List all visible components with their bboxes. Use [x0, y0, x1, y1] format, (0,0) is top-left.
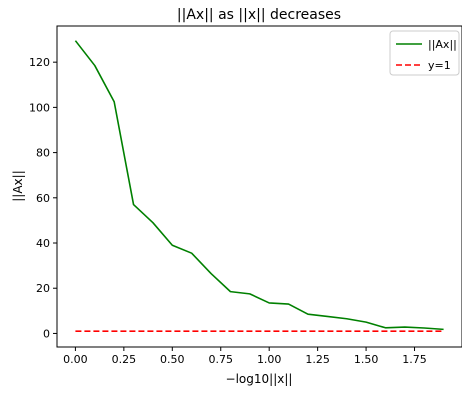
x-tick-label: 0.25 — [112, 353, 137, 366]
x-axis: 0.00 0.25 0.50 0.75 1.00 1.25 1.50 1.75 — [63, 347, 427, 366]
y-tick-label: 20 — [36, 282, 50, 295]
x-tick-label: 0.50 — [160, 353, 185, 366]
legend-items: ||Ax|| y=1 — [396, 38, 457, 72]
y-axis: 0 20 40 60 80 100 120 — [29, 56, 57, 340]
chart-title: ||Ax|| as ||x|| decreases — [177, 7, 341, 23]
y-tick-label: 0 — [43, 327, 50, 340]
y-tick-label: 120 — [29, 56, 50, 69]
y-axis-label: ||Ax|| — [11, 170, 25, 201]
plot-frame — [56, 25, 462, 348]
legend-label: ||Ax|| — [428, 38, 457, 51]
x-tick-label: 0.75 — [208, 353, 233, 366]
series-layer — [74, 40, 444, 332]
legend-box — [389, 30, 460, 76]
y-tick-label: 40 — [36, 237, 50, 250]
x-tick-label: 1.00 — [257, 353, 282, 366]
y-tick-label: 60 — [36, 192, 50, 205]
legend-label: y=1 — [428, 59, 451, 72]
legend: ||Ax|| y=1 — [389, 30, 460, 76]
x-tick-label: 1.75 — [402, 353, 427, 366]
x-tick-label: 1.25 — [305, 353, 330, 366]
x-tick-label: 0.00 — [63, 353, 88, 366]
y-tick-label: 100 — [29, 101, 50, 114]
y-tick-label: 80 — [36, 147, 50, 160]
x-tick-label: 1.50 — [354, 353, 379, 366]
series-line-0 — [74, 40, 444, 331]
x-axis-label: −log10||x|| — [226, 372, 293, 386]
